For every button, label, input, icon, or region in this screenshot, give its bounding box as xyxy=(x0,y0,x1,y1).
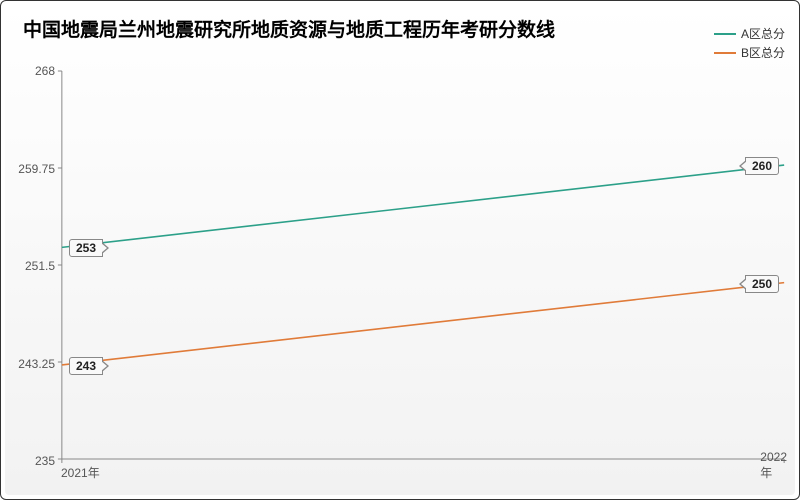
x-tick-label: 2022年 xyxy=(760,450,787,481)
y-tick-label: 235 xyxy=(11,454,55,468)
legend-item-b: B区总分 xyxy=(714,44,785,61)
y-tick-label: 243.25 xyxy=(11,357,55,371)
plot-area: 235243.25251.5259.752682021年2022年2532602… xyxy=(61,71,785,459)
legend: A区总分 B区总分 xyxy=(714,25,785,63)
chart-container: 中国地震局兰州地震研究所地质资源与地质工程历年考研分数线 A区总分 B区总分 2… xyxy=(0,0,800,500)
legend-label-b: B区总分 xyxy=(741,44,785,61)
y-tick-label: 259.75 xyxy=(11,162,55,176)
y-tick-label: 251.5 xyxy=(11,259,55,273)
legend-label-a: A区总分 xyxy=(741,25,785,42)
legend-swatch-a xyxy=(714,33,736,35)
legend-item-a: A区总分 xyxy=(714,25,785,42)
y-tick-label: 268 xyxy=(11,64,55,78)
x-tick-label: 2021年 xyxy=(61,464,100,481)
legend-swatch-b xyxy=(714,52,736,54)
plot-svg xyxy=(61,71,785,459)
chart-title: 中国地震局兰州地震研究所地质资源与地质工程历年考研分数线 xyxy=(23,15,555,42)
